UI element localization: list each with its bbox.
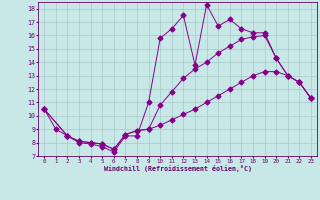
X-axis label: Windchill (Refroidissement éolien,°C): Windchill (Refroidissement éolien,°C) [104,165,252,172]
